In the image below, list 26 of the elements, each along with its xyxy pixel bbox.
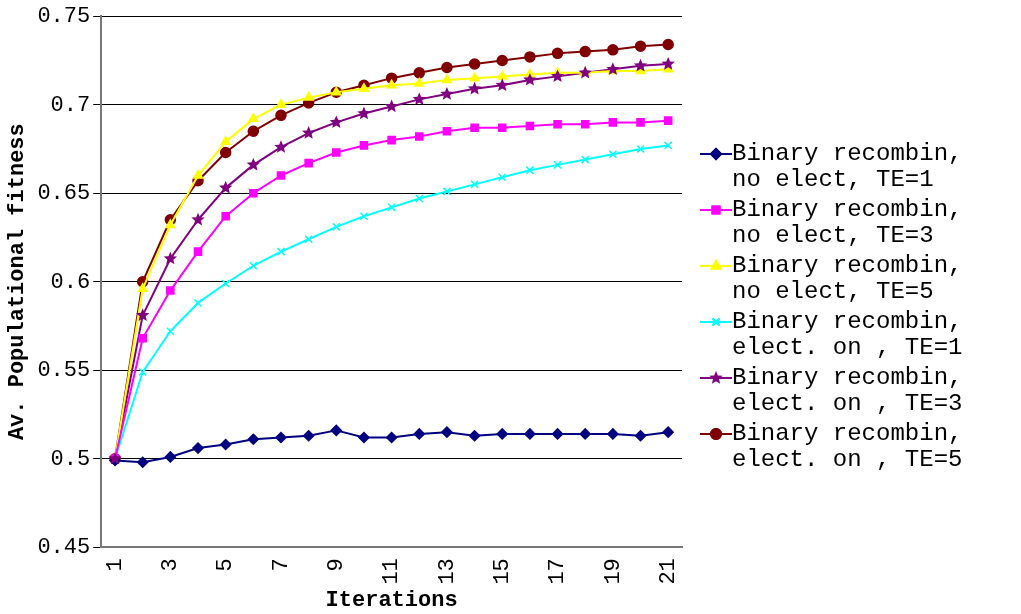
y-tick-label: 0.55 xyxy=(37,358,91,384)
x-tick-label: 11 xyxy=(379,558,405,585)
y-tick-label: 0.75 xyxy=(37,4,91,30)
x-tick-label: 19 xyxy=(600,558,626,585)
x-tick-label: 3 xyxy=(158,558,184,572)
legend-label: Binary recombin, no elect, TE=3 xyxy=(732,196,964,249)
y-tick-label: 0.5 xyxy=(50,446,91,472)
x-tick-label: 9 xyxy=(324,558,350,572)
x-tick-label: 21 xyxy=(656,558,681,585)
legend-label: Binary recombin, elect. on , TE=1 xyxy=(732,308,964,361)
x-tick-label: 13 xyxy=(434,558,460,585)
y-tick-label: 0.6 xyxy=(50,269,91,295)
legend-label: Binary recombin, no elect, TE=1 xyxy=(732,140,964,193)
x-axis-title: Iterations xyxy=(325,588,458,614)
x-tick-label: 5 xyxy=(213,558,239,572)
y-tick-label: 0.65 xyxy=(37,181,91,207)
y-tick-label: 0.45 xyxy=(37,535,91,561)
y-axis-title: Av. Populational fitness xyxy=(4,123,30,441)
legend-label: Binary recombin, elect. on , TE=3 xyxy=(732,364,964,417)
legend-label: Binary recombin, no elect, TE=5 xyxy=(732,252,964,305)
x-tick-label: 15 xyxy=(490,558,516,585)
x-tick-label: 7 xyxy=(268,558,294,572)
x-tick-label: 1 xyxy=(102,558,128,572)
x-tick-label: 17 xyxy=(545,558,571,585)
legend-label: Binary recombin, elect. on , TE=5 xyxy=(732,420,964,473)
y-tick-label: 0.7 xyxy=(50,92,91,118)
